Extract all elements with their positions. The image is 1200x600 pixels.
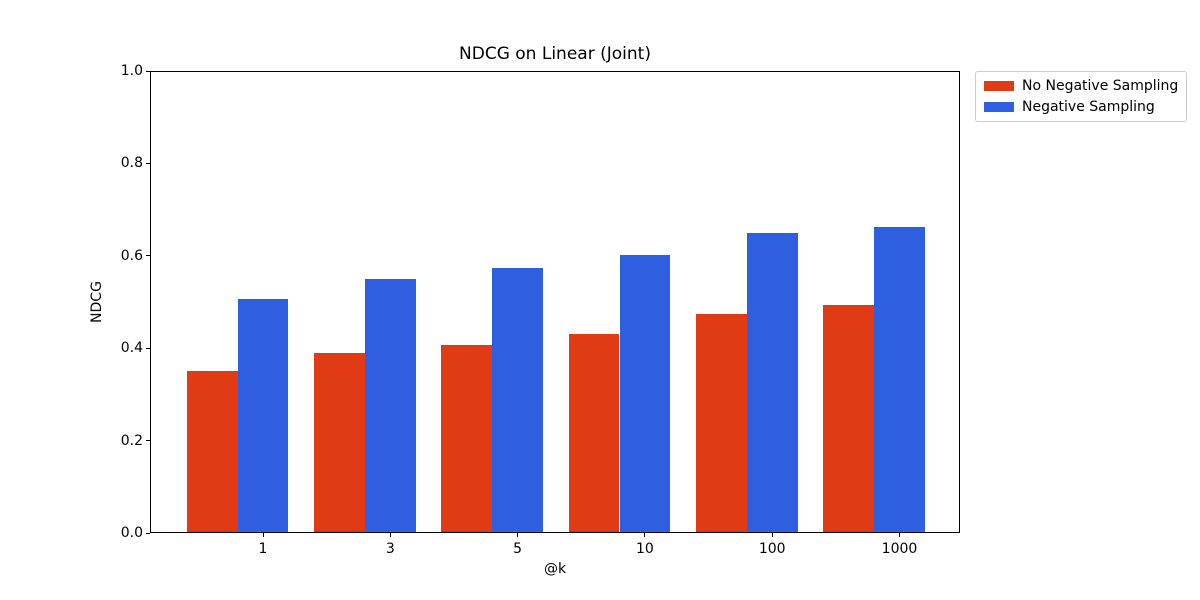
bar-base-strip bbox=[314, 530, 365, 533]
bar-base-strip bbox=[823, 530, 875, 533]
bar-no-negative-sampling-at-10 bbox=[568, 334, 620, 533]
x-tick-label: 100 bbox=[758, 541, 786, 557]
legend-swatch-negative-sampling bbox=[984, 102, 1014, 112]
y-tick-label: 0.6 bbox=[120, 247, 143, 264]
chart-title: NDCG on Linear (Joint) bbox=[459, 44, 651, 64]
legend: No Negative Sampling Negative Sampling bbox=[975, 71, 1188, 122]
x-tick-mark bbox=[389, 533, 391, 537]
legend-label-no-negative-sampling: No Negative Sampling bbox=[1022, 78, 1179, 94]
bar-negative-sampling-at-1 bbox=[237, 299, 289, 533]
y-tick-label: 0.0 bbox=[120, 525, 143, 541]
y-tick-mark bbox=[146, 532, 150, 534]
x-tick-mark bbox=[517, 533, 519, 537]
x-axis-label: @k bbox=[543, 561, 567, 577]
bar-no-negative-sampling-at-1000 bbox=[823, 305, 875, 533]
bar-no-negative-sampling-at-3 bbox=[314, 353, 365, 533]
legend-item-negative-sampling: Negative Sampling bbox=[984, 99, 1178, 115]
bar-base-strip bbox=[186, 530, 238, 533]
bar-negative-sampling-at-100 bbox=[746, 233, 798, 533]
bar-base-strip bbox=[441, 530, 493, 533]
bar-negative-sampling-at-10 bbox=[619, 254, 671, 533]
bar-base-strip bbox=[237, 530, 289, 533]
bar-negative-sampling-at-1000 bbox=[874, 227, 925, 533]
bar-base-strip bbox=[364, 530, 416, 533]
bar-negative-sampling-at-3 bbox=[364, 278, 416, 533]
y-tick-mark bbox=[146, 255, 150, 257]
y-axis-label: NDCG bbox=[89, 281, 105, 323]
y-tick-mark bbox=[146, 70, 150, 72]
y-tick-mark bbox=[146, 440, 150, 442]
bar-no-negative-sampling-at-1 bbox=[186, 370, 238, 533]
y-tick-label: 1.0 bbox=[120, 63, 143, 79]
bar-base-strip bbox=[746, 530, 798, 533]
bar-negative-sampling-at-5 bbox=[492, 268, 543, 533]
x-tick-label: 1000 bbox=[881, 541, 918, 557]
legend-swatch-no-negative-sampling bbox=[984, 81, 1014, 91]
bar-base-strip bbox=[696, 530, 747, 533]
y-tick-label: 0.8 bbox=[120, 155, 143, 172]
y-tick-label: 0.2 bbox=[120, 432, 143, 449]
bar-base-strip bbox=[492, 530, 543, 533]
bar-base-strip bbox=[568, 530, 620, 533]
legend-item-no-negative-sampling: No Negative Sampling bbox=[984, 78, 1178, 94]
y-tick-label: 0.4 bbox=[120, 340, 143, 357]
bar-base-strip bbox=[619, 530, 671, 533]
bar-no-negative-sampling-at-5 bbox=[441, 345, 493, 533]
x-tick-label: 3 bbox=[385, 541, 395, 557]
bar-base-strip bbox=[874, 530, 925, 533]
x-tick-mark bbox=[644, 533, 646, 537]
x-tick-label: 5 bbox=[513, 541, 523, 557]
x-tick-label: 10 bbox=[635, 541, 654, 557]
y-tick-mark bbox=[146, 347, 150, 349]
y-tick-mark bbox=[146, 162, 150, 164]
legend-label-negative-sampling: Negative Sampling bbox=[1022, 99, 1155, 115]
x-tick-label: 1 bbox=[258, 541, 268, 557]
x-tick-mark bbox=[262, 533, 264, 537]
x-tick-mark bbox=[771, 533, 773, 537]
x-tick-mark bbox=[899, 533, 900, 537]
bar-no-negative-sampling-at-100 bbox=[696, 314, 747, 533]
